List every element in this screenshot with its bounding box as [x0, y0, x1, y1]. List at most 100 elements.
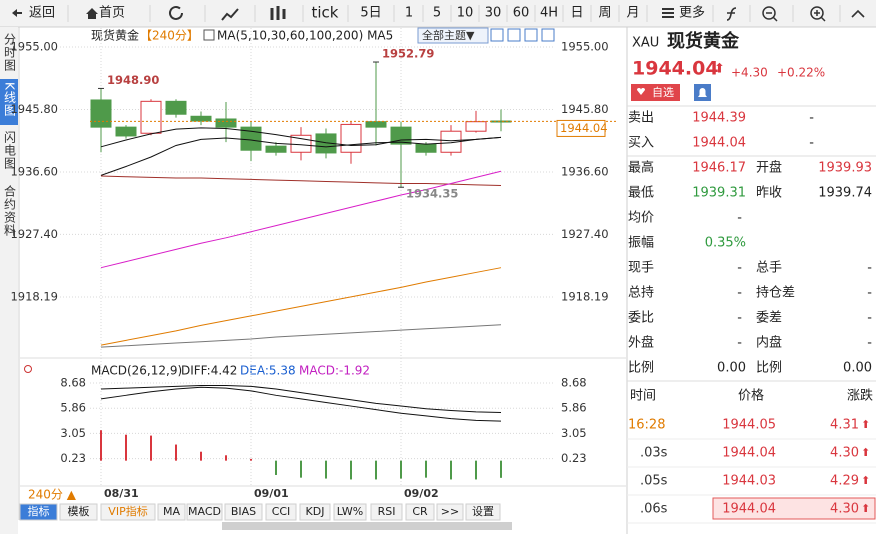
macd-bar — [425, 460, 427, 478]
ticks-header: 时间 — [630, 389, 656, 404]
bottom-tab[interactable] — [157, 503, 186, 521]
back-icon[interactable] — [12, 9, 22, 17]
chart-button[interactable] — [507, 28, 521, 42]
bottom-tab[interactable] — [333, 503, 367, 521]
tick-change: 4.30 — [830, 446, 859, 461]
x-tick-label: 09/02 — [404, 487, 439, 500]
tick-price: 1944.05 — [722, 418, 776, 433]
chart-button[interactable] — [524, 28, 538, 42]
bottom-tab[interactable] — [465, 503, 501, 521]
bottom-tab-label[interactable]: MACD — [188, 505, 221, 518]
fx-icon[interactable] — [726, 7, 737, 21]
macd-bar — [475, 460, 477, 480]
toolbar-button[interactable]: 5日 — [360, 6, 381, 21]
refresh-icon[interactable] — [169, 5, 183, 20]
chart-button[interactable] — [490, 28, 504, 42]
side-tab[interactable]: 分时图 — [3, 33, 17, 72]
zoom-out-icon[interactable] — [762, 6, 776, 20]
bottom-tab[interactable] — [186, 503, 223, 521]
toolbar-button[interactable]: 月 — [626, 6, 639, 21]
side-tab[interactable]: 闪电图 — [3, 131, 17, 170]
period-selector[interactable]: 240分 ▲ — [28, 488, 77, 502]
toolbar-button[interactable]: 返回 — [29, 6, 55, 21]
field-value: - — [737, 286, 742, 301]
dea-line — [100, 384, 502, 414]
bottom-tab[interactable] — [100, 503, 156, 521]
bottom-tab-label[interactable]: RSI — [378, 505, 396, 518]
toolbar-button[interactable]: tick — [312, 4, 339, 22]
bottom-tab-label[interactable]: BIAS — [231, 505, 256, 518]
toolbar-button[interactable]: 60 — [513, 6, 530, 21]
toolbar-button[interactable]: 5 — [433, 6, 441, 21]
field-label: 昨收 — [756, 186, 782, 201]
dea-label: DEA:5.38 — [240, 364, 296, 378]
candle-body — [365, 121, 387, 128]
chart-icon[interactable] — [221, 8, 239, 21]
field-value: 0.00 — [843, 361, 872, 376]
bottom-tab-label[interactable]: LW% — [337, 505, 363, 518]
candle-body — [240, 126, 262, 151]
bottom-tab-label[interactable]: >> — [441, 505, 459, 518]
ma-icon — [203, 29, 215, 41]
bottom-tab[interactable] — [405, 503, 435, 521]
bottom-tab[interactable] — [224, 503, 263, 521]
bottom-tab-label[interactable]: 指标 — [28, 504, 50, 518]
bottom-tab-label[interactable]: CCI — [272, 505, 291, 518]
bottom-tab[interactable] — [299, 503, 331, 521]
collapse-icon[interactable] — [851, 9, 865, 18]
theme-label[interactable]: 全部主题▼ — [422, 28, 475, 42]
candle-body — [215, 118, 237, 128]
home-icon[interactable] — [86, 8, 98, 19]
toolbar-button[interactable]: 日 — [570, 6, 583, 21]
zoom-in-icon[interactable] — [810, 6, 824, 20]
toolbar-button[interactable]: 30 — [485, 6, 502, 21]
annotation: 1948.90 — [107, 73, 159, 87]
bottom-tab-label[interactable]: MA — [163, 505, 180, 518]
x-tick-label: 08/31 — [104, 487, 139, 500]
bottom-tab[interactable] — [59, 503, 98, 521]
watch-label[interactable]: 自选 — [652, 86, 674, 99]
y-tick-label: 5.86 — [60, 401, 86, 415]
candle-body — [90, 99, 112, 128]
field-label: 外盘 — [628, 335, 654, 351]
bottom-tab-label[interactable]: 模板 — [68, 504, 90, 518]
toolbar-button[interactable]: 周 — [598, 6, 611, 21]
macd-title: MACD(26,12,9) — [91, 364, 182, 378]
ma-line — [100, 175, 502, 187]
field-label: 卖出 — [628, 111, 654, 126]
settings-icon[interactable] — [24, 365, 32, 373]
y-tick-label: 0.23 — [60, 451, 86, 465]
annotation: 1952.79 — [382, 47, 434, 61]
menu-icon[interactable] — [662, 8, 674, 18]
toolbar-button[interactable]: 更多 — [679, 5, 705, 21]
ma-line — [100, 324, 502, 348]
chart-button[interactable] — [541, 28, 555, 42]
side-tab[interactable]: 合约资料 — [3, 184, 17, 237]
toolbar-button[interactable]: 首页 — [99, 6, 125, 21]
theme-button[interactable] — [417, 27, 489, 44]
field-label: 买入 — [628, 136, 654, 151]
field-label: 比例 — [756, 361, 782, 376]
macd-label: MACD:-1.92 — [299, 364, 370, 378]
bottom-tab-label[interactable]: KDJ — [306, 505, 325, 518]
bottom-tab[interactable] — [265, 503, 297, 521]
toolbar-button[interactable]: 4H — [540, 6, 558, 21]
bottom-tab-label[interactable]: CR — [412, 505, 428, 518]
side-tab[interactable]: K线图 — [3, 82, 17, 117]
macd-bar — [125, 434, 127, 461]
bottom-tab-label[interactable]: VIP指标 — [108, 504, 147, 518]
toolbar-button[interactable]: 10 — [457, 6, 474, 21]
macd-bar — [175, 444, 177, 461]
macd-bar — [275, 460, 277, 475]
side-tab-active — [0, 79, 18, 125]
candle-icon[interactable] — [270, 6, 286, 20]
bottom-tab[interactable] — [436, 503, 464, 521]
bottom-tab[interactable] — [370, 503, 403, 521]
y-tick-label: 5.86 — [561, 401, 587, 415]
tick-highlight — [712, 497, 876, 520]
field-label: 最低 — [628, 186, 654, 201]
toolbar-button[interactable]: 1 — [405, 6, 413, 21]
bottom-tab-label[interactable]: 设置 — [472, 505, 494, 518]
bottom-tab[interactable] — [19, 503, 58, 521]
scrollbar[interactable] — [222, 522, 512, 530]
